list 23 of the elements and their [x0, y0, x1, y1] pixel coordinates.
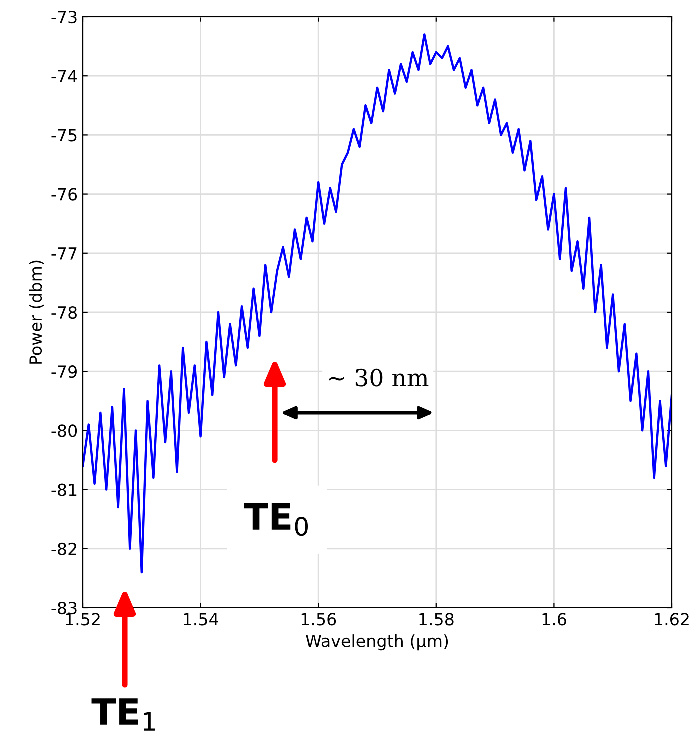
x-tick-label: 1.56 [302, 613, 336, 626]
y-tick-label: -83 [52, 602, 77, 615]
y-tick-label: -77 [52, 248, 77, 260]
x-axis-title: Wavelength (µm) [306, 634, 448, 651]
text: TE$_{1}$ [92, 698, 155, 731]
y-tick-label: -80 [52, 424, 78, 438]
y-tick-label: -78 [52, 306, 77, 320]
y-axis-title: Power (dbm) [29, 260, 44, 364]
y-tick-label: -79 [52, 366, 77, 378]
annotation: TE$_{0}$ [244, 504, 308, 536]
line-series [83, 34, 672, 574]
y-tick-label: -75 [52, 129, 77, 142]
y-tick-label: -74 [52, 70, 78, 82]
x-tick-label: 1.62 [655, 613, 689, 626]
y-tick-label: -73 [52, 10, 77, 24]
x-tick-label: 1.58 [420, 613, 454, 626]
annotation: ~ 30 nm [329, 368, 429, 387]
x-tick-label: 1.52 [66, 613, 100, 626]
x-tick-label: 1.6 [542, 613, 566, 626]
y-tick-label: -82 [52, 542, 76, 556]
x-tick-label: 1.54 [184, 613, 218, 626]
y-tick-label: -76 [52, 188, 78, 201]
y-tick-label: -81 [52, 484, 77, 496]
